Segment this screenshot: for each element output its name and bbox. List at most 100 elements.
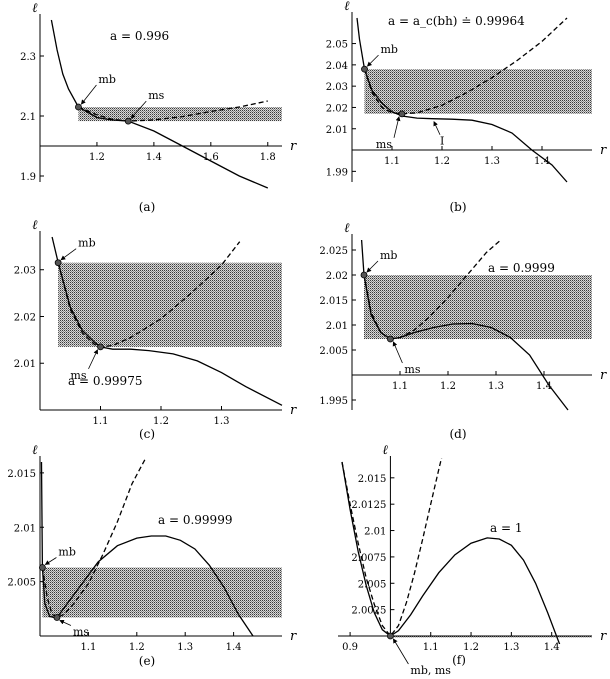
point-marker [398,110,406,118]
y-tick-label: 2.01 [14,359,36,370]
chart-panel-6: r ℓ 0.9 1.1 1.2 1.3 1.4 2.0025 2.005 2.0075 2.01 2.… [338,443,607,677]
point-marker [97,343,104,351]
x-tick-label: 1.2 [153,416,169,427]
y-tick-label: 2.3 [20,52,36,63]
parameter-annotation: a = 0.996 [110,29,169,43]
y-axis-label: ℓ [32,443,38,458]
parameter-annotation: a = 0.9999 [488,261,555,275]
y-tick-label: 2.02 [326,103,348,114]
y-tick-label: 2.03 [14,266,36,277]
mb-label: mb, ms [410,664,451,677]
x-axis-label: r [290,139,297,154]
y-tick-label: 2.0125 [351,500,386,511]
marker-arrow [366,54,379,67]
ms-label: ms [376,138,392,151]
x-tick-label: 1.4 [226,642,242,653]
panel-caption: (a) [139,200,156,214]
marker-arrow [44,557,57,565]
x-axis-label: r [290,629,297,644]
shaded-band [364,69,592,114]
marker-arrow [88,349,98,370]
y-tick-label: 2.01 [326,321,348,332]
shaded-band [58,262,283,347]
chart-panel-4: r ℓ 1.1 1.2 1.3 1.4 1.995 2.005 2.01 2.015 2.02 2.0… [319,221,607,441]
point-marker [39,564,46,571]
panel-caption: (f) [452,653,466,667]
point-marker [75,103,82,111]
y-tick-label: 2.04 [326,61,348,72]
inflection-arrow [433,121,441,135]
mb-label: mb [98,73,115,86]
panel-caption: (b) [449,200,466,214]
marker-arrow [130,100,147,119]
y-tick-label: 2.005 [7,578,36,589]
mb-label: mb [78,237,95,250]
x-tick-label: 1.2 [440,381,456,392]
solid-series-line [51,236,283,406]
y-tick-label: 2.05 [326,40,348,51]
mb-label: mb [381,43,398,56]
x-tick-label: 1.3 [177,642,193,653]
y-tick-label: 2.0075 [351,553,386,564]
x-axis-label: r [600,368,607,383]
point-marker [387,632,394,640]
y-axis-label: ℓ [32,218,38,233]
dashed-series-line [341,458,443,638]
y-tick-label: 1.9 [20,172,36,183]
x-tick-label: 1.1 [93,416,109,427]
ms-label: ms [70,369,86,382]
y-tick-label: 2.015 [7,469,36,480]
y-tick-label: 2.01 [364,527,386,538]
chart-panel-1: r ℓ 1.2 1.4 1.6 1.8 1.9 2.1 2.3 mb ms a = 0.996 (a) [20,1,297,214]
x-tick-label: 1.4 [536,381,552,392]
chart-panel-3: r ℓ 1.1 1.2 1.3 2.01 2.02 2.03 mb msa = 0.99975 (c… [14,218,297,441]
inflection-label: I [440,135,444,148]
parameter-annotation: a = a_c(bh) ≐ 0.99964 [388,14,525,28]
y-tick-label: 2.02 [326,271,348,282]
parameter-annotation: a = 0.99999 [158,513,232,527]
x-axis-label: r [600,143,607,158]
marker-arrow [59,619,72,626]
solid-series-line [341,461,561,644]
chart-panel-5: r ℓ 1.1 1.2 1.3 1.4 2.005 2.01 2.015 mb ms a = 0.99… [7,443,297,668]
panel-caption: (d) [449,427,466,441]
x-tick-label: 1.3 [488,381,504,392]
point-marker [53,614,61,621]
x-tick-label: 1.8 [260,152,276,163]
y-axis-label: ℓ [344,221,350,236]
ms-label: ms [404,363,420,376]
y-axis-label: ℓ [382,443,388,458]
dashed-series-line [363,17,568,115]
y-tick-label: 2.01 [326,125,348,136]
parameter-annotation: a = 0.99975 [68,374,142,388]
x-tick-label: 1.2 [89,152,105,163]
y-tick-label: 2.03 [326,82,348,93]
y-axis-label: ℓ [344,0,350,14]
y-tick-label: 2.015 [319,296,348,307]
mb-label: mb [380,249,397,262]
y-tick-label: 2.025 [319,246,348,257]
x-tick-label: 1.3 [503,642,519,653]
solid-series-line [360,239,569,411]
x-tick-label: 0.9 [342,642,358,653]
point-marker [124,117,132,125]
marker-arrow [392,341,403,364]
x-tick-label: 1.2 [434,156,450,167]
shaded-band [364,275,592,339]
dashed-series-line [57,241,241,348]
y-tick-label: 2.01 [14,523,36,534]
y-axis-label: ℓ [32,1,38,16]
panel-caption: (c) [139,427,155,441]
x-tick-label: 1.4 [146,152,162,163]
panel-caption: (e) [139,654,155,668]
y-tick-label: 2.015 [358,474,387,485]
marker-arrow [80,84,97,105]
mb-label: mb [58,545,75,558]
x-tick-label: 1.2 [463,642,479,653]
solid-series-line [50,19,269,189]
y-tick-label: 1.995 [319,396,348,407]
y-tick-label: 2.0025 [351,606,386,617]
shaded-band [78,107,282,122]
x-tick-label: 1.6 [203,152,219,163]
